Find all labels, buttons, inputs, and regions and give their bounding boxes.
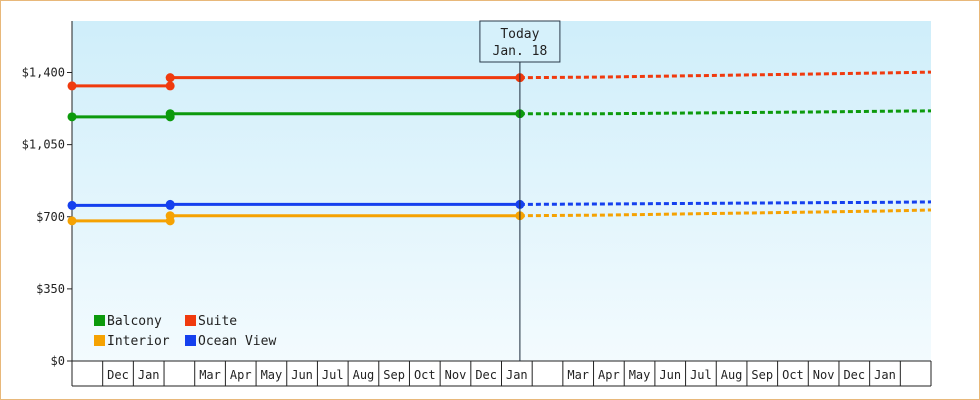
series-forecast-ocean-view [519, 200, 932, 206]
series-point [165, 211, 175, 221]
x-tick-label: Jun [291, 368, 313, 382]
y-tick-label: $1,400 [22, 66, 65, 80]
x-tick-label: Mar [567, 368, 589, 382]
y-tick-label: $350 [36, 282, 65, 296]
x-tick-label: Sep [383, 368, 405, 382]
x-tick-label: Oct [782, 368, 804, 382]
legend-label: Interior [107, 334, 170, 349]
x-axis: Dec Jan Mar Apr May Jun Jul Aug Sep Oct Nov Dec Jan M… [71, 360, 932, 387]
x-tick-label: Mar [199, 368, 221, 382]
series-point [165, 73, 175, 83]
series-forecast-balcony [519, 109, 932, 116]
legend-swatch [185, 315, 196, 326]
y-axis: $0 $350 $700 $1,050 $1,400 [22, 21, 73, 368]
series-point [67, 216, 77, 226]
x-tick-label: Apr [230, 368, 252, 382]
today-label-line2: Jan. 18 [493, 44, 548, 59]
x-tick-label: Jan [506, 368, 528, 382]
series-point [67, 200, 77, 210]
today-label-box [479, 20, 561, 63]
y-tick-label: $0 [51, 354, 65, 368]
series-point [67, 112, 77, 122]
series-forecast-suite [519, 70, 932, 80]
x-tick-label: Dec [107, 368, 129, 382]
plot-background [72, 21, 931, 361]
x-tick-label: Jun [659, 368, 681, 382]
x-tick-label: May [261, 368, 283, 382]
x-tick-label: Sep [751, 368, 773, 382]
x-tick-label: Dec [475, 368, 497, 382]
legend-swatch [94, 315, 105, 326]
x-tick-label: May [629, 368, 651, 382]
x-tick-label: Dec [843, 368, 865, 382]
legend: Balcony Suite Interior Ocean View [94, 314, 276, 349]
legend-swatch [185, 335, 196, 346]
series-point [165, 199, 175, 209]
today-marker: Today Jan. 18 [479, 20, 561, 361]
x-tick-label: Aug [721, 368, 743, 382]
legend-label: Ocean View [198, 334, 276, 349]
y-tick-label: $1,050 [22, 138, 65, 152]
x-tick-label: Jan [874, 368, 896, 382]
y-tick-label: $700 [36, 210, 65, 224]
legend-label: Suite [198, 314, 237, 329]
x-tick-label: Aug [353, 368, 375, 382]
series-layer [67, 70, 932, 226]
series-line-ocean-view [72, 202, 520, 207]
legend-swatch [94, 335, 105, 346]
series-forecast-interior [519, 208, 932, 218]
x-tick-label: Jul [690, 368, 712, 382]
series-point [165, 109, 175, 119]
x-tick-label: Nov [445, 368, 467, 382]
today-label-line1: Today [500, 27, 539, 42]
x-tick-label: Jul [322, 368, 344, 382]
series-point [165, 81, 175, 91]
x-tick-label: Oct [414, 368, 436, 382]
x-tick-label: Nov [813, 368, 835, 382]
x-tick-label: Apr [598, 368, 620, 382]
series-point [67, 81, 77, 91]
x-tick-label: Jan [138, 368, 160, 382]
legend-label: Balcony [107, 314, 162, 329]
